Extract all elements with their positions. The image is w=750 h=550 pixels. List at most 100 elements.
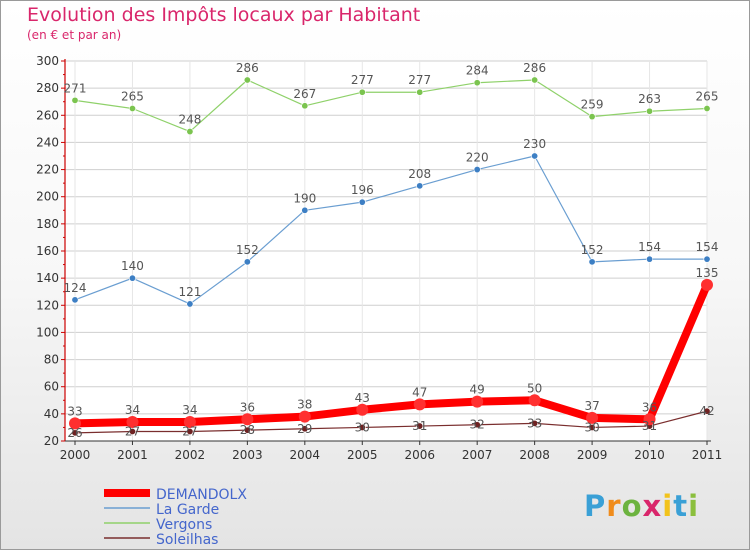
x-tick-label: 2005: [347, 448, 378, 462]
data-label: 267: [293, 87, 316, 101]
data-label: 49: [470, 383, 485, 397]
data-label: 47: [412, 385, 427, 399]
data-label: 248: [178, 113, 201, 127]
legend-label: La Garde: [156, 502, 219, 518]
data-point: [71, 96, 79, 104]
data-label: 152: [236, 243, 259, 257]
x-tick-label: 2011: [692, 448, 723, 462]
data-label: 265: [121, 90, 144, 104]
data-label: 33: [67, 404, 82, 418]
series-line-vergons: [74, 79, 708, 133]
chart-subtitle: (en € et par an): [27, 28, 122, 42]
data-label: 34: [182, 403, 197, 417]
series-group: 124 140 121 152 190 196 208 220 230 152 154 154 271 2…: [64, 61, 719, 440]
data-point: [646, 255, 654, 263]
data-point: [473, 421, 481, 429]
y-tick-label: 220: [36, 163, 59, 177]
data-label: 208: [408, 167, 431, 181]
proxiti-logo: Proxiti: [584, 489, 700, 523]
data-label: 27: [182, 425, 197, 439]
data-point: [298, 410, 311, 423]
y-tick-label: 100: [36, 325, 59, 339]
data-point: [71, 429, 79, 437]
data-point: [413, 398, 426, 411]
x-tick-label: 2010: [634, 448, 665, 462]
data-label: 154: [638, 240, 661, 254]
data-label: 230: [523, 137, 546, 151]
data-label: 50: [527, 381, 542, 395]
data-point: [531, 419, 539, 427]
data-point: [588, 113, 596, 121]
data-label: 284: [466, 64, 489, 78]
data-label: 32: [470, 418, 485, 432]
data-point: [241, 413, 254, 426]
data-point: [126, 416, 139, 428]
data-label: 43: [355, 391, 370, 405]
data-point: [358, 198, 366, 206]
data-point: [416, 182, 424, 190]
y-tick-label: 60: [44, 380, 59, 394]
data-label: 29: [297, 422, 312, 436]
y-tick-label: 20: [44, 434, 59, 448]
y-tick-label: 160: [36, 244, 59, 258]
data-label: 190: [293, 191, 316, 205]
y-tick-label: 240: [36, 135, 59, 149]
data-point: [243, 258, 251, 266]
y-tick-label: 180: [36, 217, 59, 231]
data-label: 271: [64, 81, 87, 95]
x-tick-label: 2009: [577, 448, 608, 462]
data-point: [588, 258, 596, 266]
series-line-soleilhas: [74, 410, 708, 434]
data-label: 220: [466, 151, 489, 165]
data-point: [531, 152, 539, 160]
data-point: [473, 166, 481, 174]
data-point: [416, 422, 424, 430]
data-label: 33: [527, 416, 542, 430]
y-tick-label: 260: [36, 108, 59, 122]
x-tick-label: 2004: [290, 448, 321, 462]
data-point: [301, 102, 309, 110]
x-tick-label: 2003: [232, 448, 263, 462]
data-label: 121: [178, 285, 201, 299]
data-label: 36: [240, 400, 255, 414]
data-label: 27: [125, 425, 140, 439]
series-line-la-garde: [74, 155, 708, 305]
data-label: 30: [355, 420, 370, 434]
y-tick-label: 40: [44, 407, 59, 421]
y-tick-label: 200: [36, 190, 59, 204]
data-label: 135: [696, 266, 719, 280]
series-line-demandolx: [71, 280, 711, 428]
data-point: [358, 423, 366, 431]
data-point: [128, 274, 136, 282]
x-tick-label: 2001: [117, 448, 148, 462]
data-point: [703, 407, 711, 415]
data-label: 277: [351, 73, 374, 87]
chart-title: Evolution des Impôts locaux par Habitant: [27, 4, 421, 26]
data-point: [186, 128, 194, 136]
x-tick-label: 2008: [519, 448, 550, 462]
data-label: 152: [581, 243, 604, 257]
data-point: [301, 425, 309, 433]
data-point: [186, 300, 194, 308]
x-tick-label: 2000: [60, 448, 91, 462]
data-point: [183, 416, 196, 428]
data-point: [243, 426, 251, 434]
data-label: 286: [236, 61, 259, 75]
data-point: [69, 417, 81, 430]
data-point: [703, 105, 711, 113]
data-label: 196: [351, 183, 374, 197]
y-tick-label: 140: [36, 271, 59, 285]
data-point: [586, 411, 599, 424]
data-label: 28: [240, 423, 255, 437]
data-label: 26: [67, 426, 82, 440]
data-point: [473, 79, 481, 87]
data-label: 277: [408, 73, 431, 87]
data-label: 263: [638, 92, 661, 106]
y-tick-label: 80: [44, 353, 59, 367]
x-tick-label: 2006: [404, 448, 435, 462]
data-label: 42: [699, 404, 714, 418]
data-point: [243, 76, 251, 84]
data-point: [701, 278, 713, 291]
data-label: 38: [297, 398, 312, 412]
